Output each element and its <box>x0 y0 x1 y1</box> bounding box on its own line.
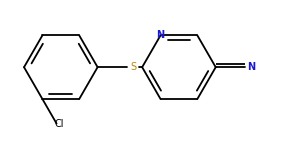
Text: Cl: Cl <box>54 119 64 129</box>
Text: S: S <box>130 62 136 72</box>
Text: N: N <box>247 62 255 72</box>
Text: N: N <box>156 30 165 40</box>
